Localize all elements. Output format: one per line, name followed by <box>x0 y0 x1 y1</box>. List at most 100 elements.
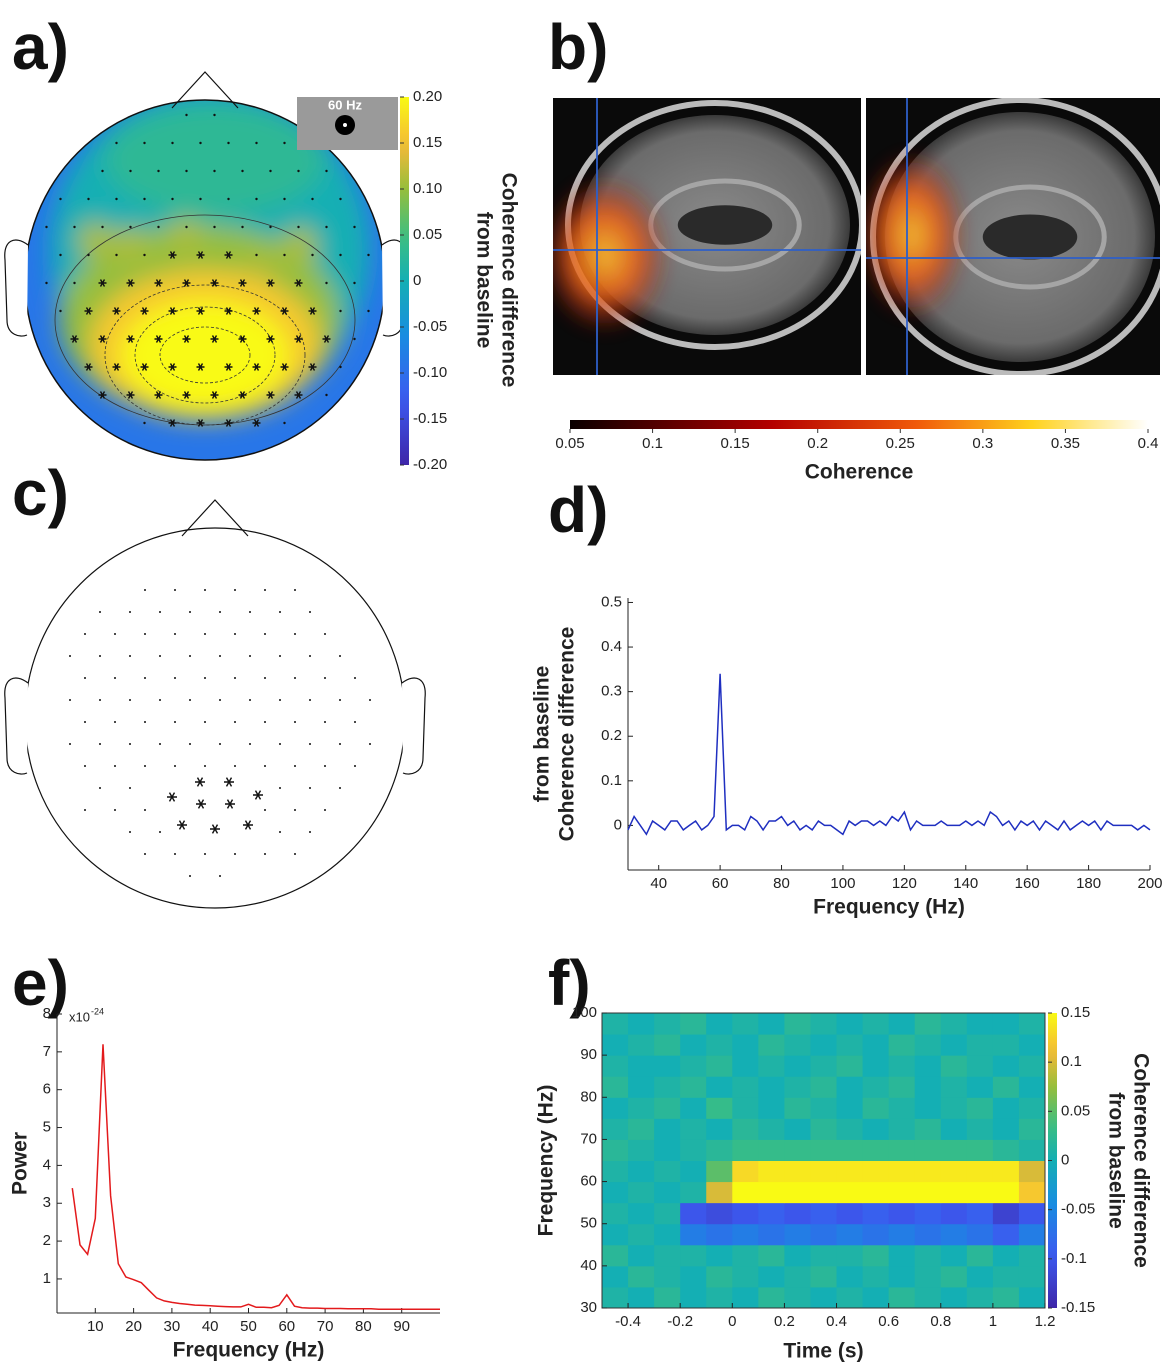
heatmap-cell <box>732 1203 759 1225</box>
heatmap-cell <box>706 1182 733 1204</box>
x-tick-label: 40 <box>202 1318 219 1335</box>
electrode <box>354 677 356 679</box>
heatmap-cell <box>758 1055 785 1077</box>
y-tick-label: 8 <box>43 1005 51 1022</box>
panel-label: e) <box>12 947 69 1019</box>
x-tick-label: 80 <box>773 875 790 892</box>
electrode <box>157 226 159 228</box>
scale-exponent: -24 <box>91 1006 104 1016</box>
electrode <box>264 633 266 635</box>
electrode <box>325 170 327 172</box>
colorbar-tick-label: 0.15 <box>1061 1004 1090 1021</box>
electrode <box>157 170 159 172</box>
colorbar-tick-label: -0.1 <box>1061 1250 1087 1267</box>
x-tick-label: 180 <box>1076 875 1101 892</box>
electrode <box>114 633 116 635</box>
x-tick-label: 50 <box>240 1318 257 1335</box>
heatmap-cell <box>706 1139 733 1161</box>
y-tick-label: 0.4 <box>601 638 622 655</box>
electrode <box>129 699 131 701</box>
heatmap-cell <box>732 1097 759 1119</box>
heatmap-cell <box>967 1224 994 1246</box>
electrode <box>294 809 296 811</box>
heatmap-cell <box>732 1224 759 1246</box>
electrode <box>114 765 116 767</box>
electrode <box>309 743 311 745</box>
y-axis-label: Coherence difference <box>556 627 579 842</box>
colorbar-tick-label: 0.15 <box>413 134 442 151</box>
electrode <box>324 633 326 635</box>
heatmap-cell <box>784 1245 811 1267</box>
activation <box>540 175 670 335</box>
head-outline <box>25 528 405 908</box>
heatmap-cell <box>941 1013 968 1035</box>
electrode <box>59 254 61 256</box>
heatmap-cell <box>941 1097 968 1119</box>
x-axis-label: Frequency (Hz) <box>813 896 965 919</box>
heatmap-cell <box>680 1266 707 1288</box>
electrode <box>189 699 191 701</box>
heatmap-cell <box>1019 1097 1046 1119</box>
heatmap-cell <box>967 1245 994 1267</box>
heatmap-cell <box>915 1013 942 1035</box>
electrode <box>159 831 161 833</box>
topo-region <box>112 227 148 263</box>
electrode <box>219 699 221 701</box>
heatmap-cell <box>810 1161 837 1183</box>
electrode <box>219 655 221 657</box>
x-axis-label: Time (s) <box>783 1340 863 1363</box>
heatmap-cell <box>915 1245 942 1267</box>
heatmap-cell <box>602 1203 629 1225</box>
heatmap-cell <box>654 1266 681 1288</box>
heatmap-cell <box>758 1118 785 1140</box>
heatmap-cell <box>758 1182 785 1204</box>
heatmap-cell <box>967 1055 994 1077</box>
colorbar-tick-label: -0.05 <box>413 318 447 335</box>
colorbar-tick-label: 0.1 <box>1061 1053 1082 1070</box>
heatmap-cell <box>1019 1245 1046 1267</box>
electrode <box>144 633 146 635</box>
heatmap-cell <box>889 1287 916 1309</box>
heatmap-cell <box>654 1097 681 1119</box>
heatmap-cell <box>915 1076 942 1098</box>
heatmap-cell <box>967 1287 994 1309</box>
electrode <box>241 170 243 172</box>
electrode <box>264 853 266 855</box>
electrode <box>204 765 206 767</box>
x-tick-label: 20 <box>125 1318 142 1335</box>
heatmap-cell <box>706 1161 733 1183</box>
heatmap-cell <box>654 1287 681 1309</box>
heatmap-cell <box>1019 1182 1046 1204</box>
electrode <box>294 765 296 767</box>
electrode <box>294 853 296 855</box>
heatmap-cell <box>732 1287 759 1309</box>
heatmap-cell <box>863 1161 890 1183</box>
heatmap-cell <box>837 1076 864 1098</box>
heatmap-cell <box>810 1287 837 1309</box>
significance-marker <box>243 821 253 830</box>
electrode <box>264 765 266 767</box>
heatmap-cell <box>863 1182 890 1204</box>
heatmap-cell <box>889 1013 916 1035</box>
heatmap-cell <box>863 1013 890 1035</box>
electrode <box>339 699 341 701</box>
electrode <box>255 198 257 200</box>
electrode <box>99 787 101 789</box>
heatmap-cell <box>941 1182 968 1204</box>
electrode <box>174 721 176 723</box>
electrode <box>353 282 355 284</box>
electrode <box>234 633 236 635</box>
electrode <box>213 226 215 228</box>
colorbar-label: from baseline <box>1104 1092 1127 1229</box>
heatmap-cell <box>810 1118 837 1140</box>
x-tick-label: 120 <box>892 875 917 892</box>
y-tick-label: 3 <box>43 1194 51 1211</box>
electrode <box>204 721 206 723</box>
heatmap-cell <box>810 1013 837 1035</box>
heatmap-cell <box>602 1055 629 1077</box>
electrode <box>354 721 356 723</box>
electrode <box>189 875 191 877</box>
significance-marker <box>253 791 263 800</box>
heatmap-cell <box>758 1203 785 1225</box>
heatmap-cell <box>837 1182 864 1204</box>
